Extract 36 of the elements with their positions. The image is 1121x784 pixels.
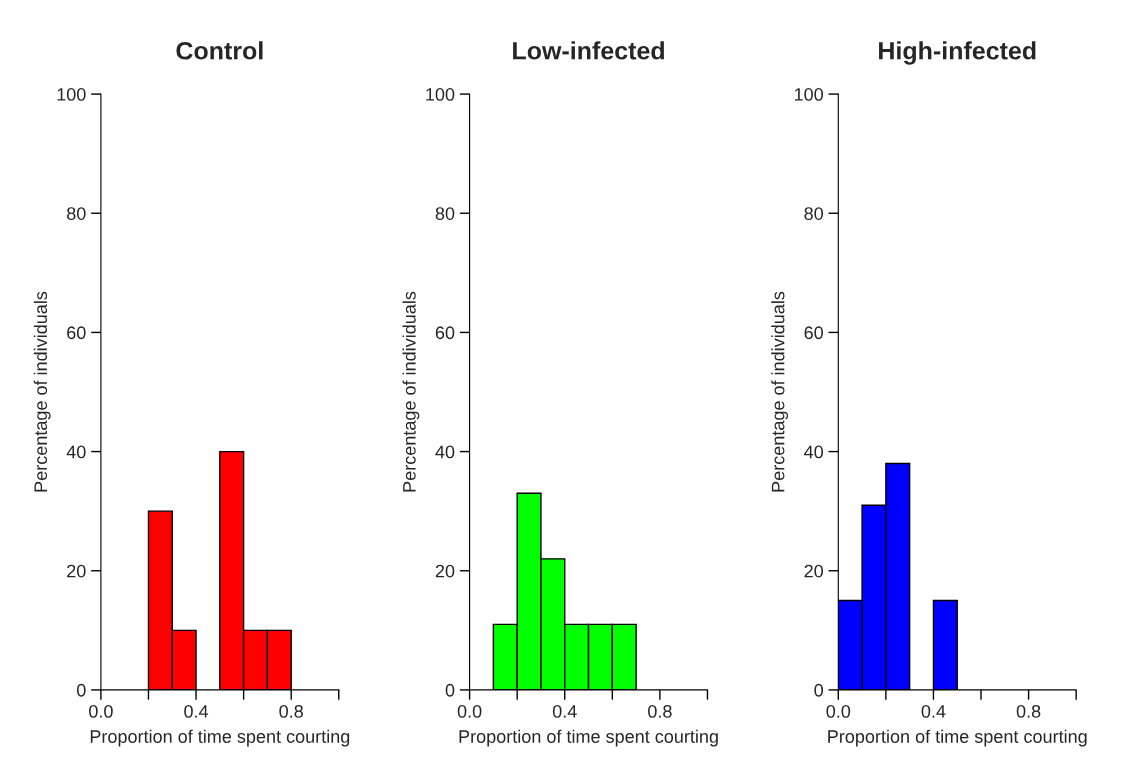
y-tick-label: 60	[435, 326, 455, 340]
y-tick-label: 0	[445, 683, 455, 697]
y-tick-label: 20	[67, 564, 86, 578]
x-tick-label: 0.8	[1016, 704, 1041, 718]
x-tick-label: 0.4	[921, 704, 946, 718]
y-tick-label: 80	[67, 207, 86, 220]
x-tick-label: 0.8	[648, 704, 672, 718]
y-tick-label: 80	[804, 207, 823, 220]
y-axis-title: Percentage of individuals	[33, 291, 51, 492]
y-tick-label: 80	[435, 207, 455, 220]
y-axis-title: Percentage of individuals	[402, 291, 420, 492]
y-tick-label: 40	[435, 445, 455, 459]
y-tick-label: 0	[814, 683, 823, 697]
chart-title: High-infected	[879, 41, 1036, 65]
y-tick-label: 0	[76, 683, 86, 697]
y-tick-label: 40	[66, 445, 86, 459]
x-axis-title: Proportion of time spent courting	[828, 729, 1087, 747]
y-tick-label: 20	[435, 564, 455, 578]
y-tick-label: 100	[794, 88, 823, 101]
chart-title: Low-infected	[513, 41, 664, 60]
y-axis-title: Percentage of individuals	[771, 291, 789, 492]
x-tick-label: 0.0	[89, 704, 113, 718]
x-tick-label: 0.0	[826, 704, 851, 718]
x-axis-title: Proportion of time spent courting	[459, 729, 718, 747]
x-tick-label: 0.0	[457, 704, 482, 718]
x-tick-label: 0.4	[552, 704, 577, 718]
x-tick-label: 0.8	[279, 704, 303, 718]
y-tick-label: 20	[804, 564, 823, 578]
y-tick-label: 60	[804, 326, 823, 340]
y-tick-label: 100	[426, 88, 455, 101]
y-tick-label: 40	[804, 445, 823, 459]
x-axis-title: Proportion of time spent courting	[90, 729, 350, 747]
y-tick-label: 100	[57, 88, 86, 101]
x-tick-label: 0.4	[184, 704, 209, 718]
chart-title: Control	[176, 41, 263, 60]
y-tick-label: 60	[67, 326, 86, 340]
